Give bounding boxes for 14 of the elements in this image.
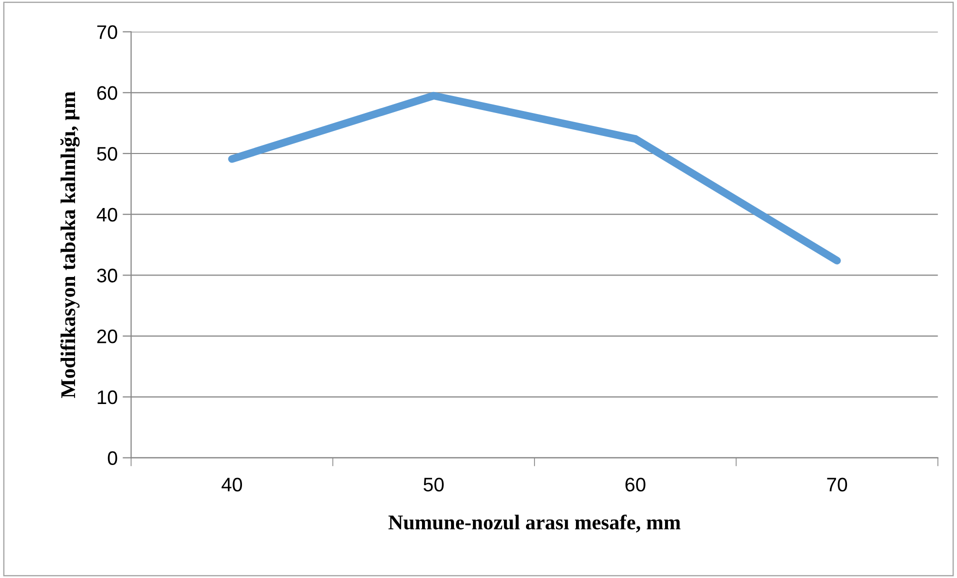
- y-tick-label: 50: [97, 146, 118, 161]
- y-tick-label: 10: [98, 390, 118, 404]
- x-tick-label: 50: [424, 478, 444, 492]
- y-tick-label: 0: [108, 451, 118, 466]
- y-tick-label: 40: [96, 208, 118, 222]
- y-axis-title: Modifikasyon tabaka kalınlığı, µm: [60, 92, 80, 398]
- x-tick-label: 70: [827, 478, 848, 492]
- y-tick-label: 70: [97, 25, 118, 40]
- x-tick-label: 60: [626, 478, 646, 492]
- y-tick-label: 30: [97, 268, 118, 282]
- x-axis-title: Numune-nozul arası mesafe, mm: [388, 514, 681, 532]
- x-tick-label: 40: [222, 478, 242, 492]
- y-tick-label: 20: [97, 330, 118, 344]
- y-tick-label: 60: [97, 86, 118, 100]
